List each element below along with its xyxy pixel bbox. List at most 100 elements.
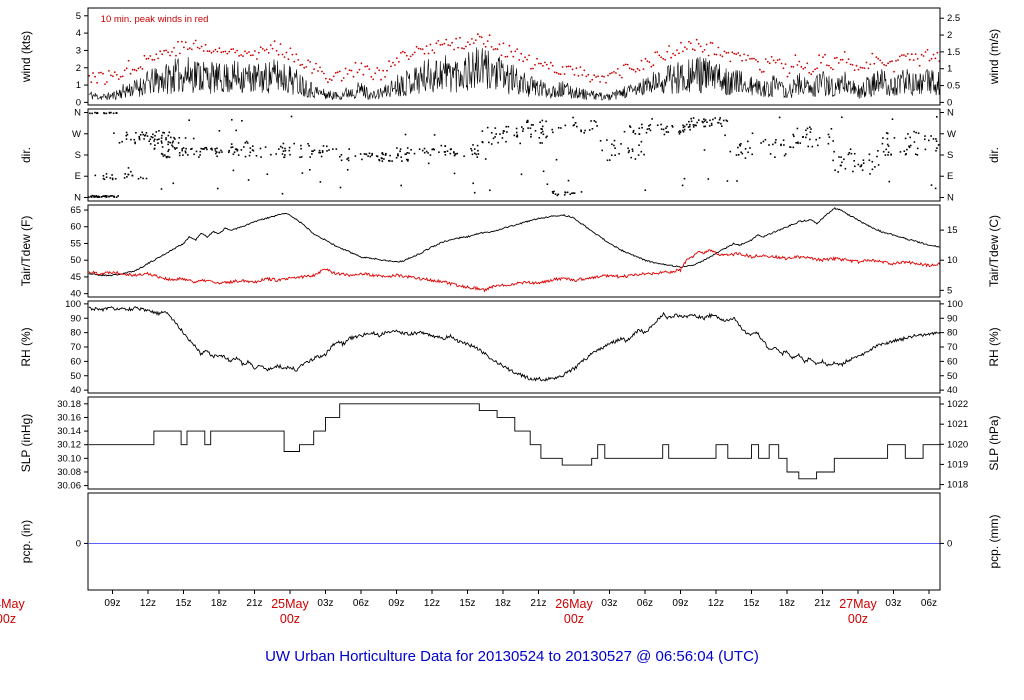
xtick-label: 12z (140, 598, 156, 609)
xtick-label: 12z (424, 598, 440, 609)
series-tdew (88, 249, 940, 293)
ylabel-right-dir: dir. (987, 147, 1001, 163)
ytick-left-slp: 30.12 (57, 440, 81, 451)
ytick-right-wind: 0 (947, 97, 952, 108)
panel-wind (88, 33, 940, 101)
ytick-right-rh: 90 (947, 313, 958, 324)
xtick-label: 06z (921, 598, 937, 609)
ytick-left-temp: 50 (70, 255, 81, 266)
ytick-right-slp: 1021 (947, 419, 968, 430)
ylabel-right-pcp: pcp. (mm) (987, 514, 1001, 568)
ytick-left-dir: N (74, 108, 81, 119)
ytick-left-pcp: 0 (76, 538, 81, 549)
ytick-left-slp: 30.08 (57, 467, 81, 478)
ytick-left-slp: 30.18 (57, 399, 81, 410)
series-rh (88, 306, 940, 382)
ytick-left-rh: 70 (70, 342, 81, 353)
ylabel-right-temp: Tair/Tdew (C) (987, 215, 1001, 287)
ytick-right-rh: 50 (947, 371, 958, 382)
chart-title: UW Urban Horticulture Data for 20130524 … (265, 648, 759, 665)
ytick-right-rh: 60 (947, 356, 958, 367)
xtick-label: 06z (353, 598, 369, 609)
xtick-label: 15z (175, 598, 191, 609)
ytick-right-rh: 40 (947, 385, 958, 396)
xtick-label: 03z (885, 598, 901, 609)
ytick-left-dir: W (72, 129, 81, 140)
xtick-label: 18z (779, 598, 795, 609)
ytick-right-rh: 70 (947, 342, 958, 353)
ytick-left-slp: 30.06 (57, 481, 81, 492)
ytick-left-wind: 5 (76, 11, 81, 22)
panel-border-dir (87, 108, 941, 202)
date-label-hour: 00z (0, 612, 16, 626)
xtick-label: 18z (211, 598, 227, 609)
ytick-left-rh: 100 (65, 299, 81, 310)
ytick-left-wind: 4 (76, 28, 81, 39)
ylabel-right-slp: SLP (hPa) (987, 415, 1001, 470)
ytick-left-temp: 45 (70, 272, 81, 283)
xtick-label: 09z (672, 598, 688, 609)
peak-winds-annotation: 10 min. peak winds in red (101, 14, 209, 25)
ytick-right-wind: 0.5 (947, 81, 960, 92)
ylabel-left-dir: dir. (19, 147, 33, 163)
ytick-left-dir: N (74, 192, 81, 203)
ytick-left-wind: 0 (76, 97, 81, 108)
ylabel-left-temp: Tair/Tdew (F) (19, 216, 33, 287)
ytick-left-wind: 3 (76, 45, 81, 56)
date-label-hour: 00z (564, 612, 584, 626)
ylabel-left-rh: RH (%) (19, 327, 33, 366)
ytick-left-slp: 30.10 (57, 453, 81, 464)
ytick-right-wind: 2 (947, 30, 952, 41)
ytick-right-wind: 1.5 (947, 47, 960, 58)
xtick-label: 18z (495, 598, 511, 609)
date-label: 27May (839, 597, 877, 611)
panel-temp (88, 207, 940, 293)
ytick-right-rh: 80 (947, 328, 958, 339)
panel-slp (88, 403, 940, 480)
panel-rh (88, 306, 940, 382)
ytick-right-temp: 5 (947, 285, 952, 296)
xtick-label: 21z (530, 598, 546, 609)
panel-border-rh (87, 300, 941, 394)
date-label: 25May (271, 597, 309, 611)
ytick-left-rh: 80 (70, 328, 81, 339)
xtick-label: 15z (459, 598, 475, 609)
ytick-right-dir: N (947, 108, 954, 119)
ylabel-left-pcp: pcp. (in) (19, 520, 33, 563)
ytick-left-wind: 1 (76, 80, 81, 91)
xtick-label: 21z (814, 598, 830, 609)
panel-border-wind (87, 7, 941, 106)
ylabel-right-wind: wind (m/s) (987, 29, 1001, 85)
xtick-label: 03z (317, 598, 333, 609)
series-wind-sustained (88, 47, 940, 101)
ylabel-left-slp: SLP (inHg) (19, 414, 33, 472)
ytick-right-slp: 1018 (947, 480, 968, 491)
ytick-right-slp: 1020 (947, 439, 968, 450)
ytick-right-slp: 1022 (947, 399, 968, 410)
xtick-label: 15z (743, 598, 759, 609)
date-label-hour: 00z (848, 612, 868, 626)
ytick-right-wind: 1 (947, 64, 952, 75)
ytick-right-temp: 10 (947, 255, 958, 266)
date-label-hour: 00z (280, 612, 300, 626)
ytick-right-dir: N (947, 192, 954, 203)
ytick-right-slp: 1019 (947, 459, 968, 470)
ytick-left-temp: 55 (70, 238, 81, 249)
ytick-left-wind: 2 (76, 63, 81, 74)
ytick-left-rh: 60 (70, 356, 81, 367)
xtick-label: 03z (601, 598, 617, 609)
ylabel-left-wind: wind (kts) (19, 31, 33, 83)
ytick-left-dir: S (75, 150, 81, 161)
ytick-left-temp: 40 (70, 289, 81, 300)
xtick-label: 09z (104, 598, 120, 609)
ytick-left-slp: 30.16 (57, 412, 81, 423)
series-tair (88, 207, 940, 277)
ytick-left-slp: 30.14 (57, 426, 81, 437)
ytick-left-temp: 65 (70, 205, 81, 216)
ytick-right-dir: E (947, 171, 953, 182)
ytick-left-rh: 40 (70, 385, 81, 396)
panel-border-slp (87, 396, 941, 490)
xtick-label: 09z (388, 598, 404, 609)
